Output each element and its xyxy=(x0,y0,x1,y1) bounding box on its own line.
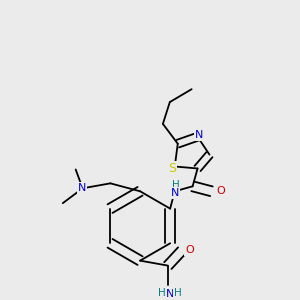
Text: S: S xyxy=(168,162,176,175)
Text: N: N xyxy=(166,289,174,299)
Text: O: O xyxy=(216,186,225,196)
Text: N: N xyxy=(77,183,86,193)
Text: H: H xyxy=(172,180,180,190)
Text: H: H xyxy=(174,288,182,298)
Text: N: N xyxy=(195,130,204,140)
Text: O: O xyxy=(185,245,194,255)
Text: H: H xyxy=(158,288,166,298)
Text: N: N xyxy=(171,188,179,198)
